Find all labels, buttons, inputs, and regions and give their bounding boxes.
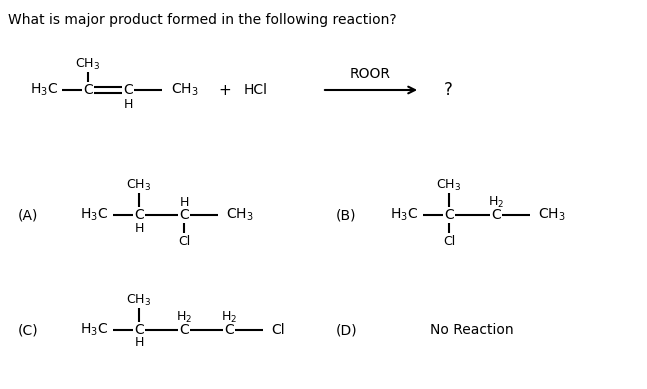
Text: H: H xyxy=(124,98,133,110)
Text: H: H xyxy=(135,336,144,349)
Text: C: C xyxy=(83,83,93,97)
Text: H: H xyxy=(179,196,189,209)
Text: C: C xyxy=(444,208,454,222)
Text: +: + xyxy=(219,82,232,98)
Text: H$_2$: H$_2$ xyxy=(221,310,237,324)
Text: C: C xyxy=(134,323,144,337)
Text: Cl: Cl xyxy=(178,235,190,247)
Text: (B): (B) xyxy=(336,208,356,222)
Text: HCl: HCl xyxy=(244,83,268,97)
Text: CH$_3$: CH$_3$ xyxy=(437,177,461,193)
Text: CH$_3$: CH$_3$ xyxy=(126,177,151,193)
Text: H: H xyxy=(135,221,144,235)
Text: H$_3$C: H$_3$C xyxy=(390,207,418,223)
Text: ROOR: ROOR xyxy=(349,67,391,81)
Text: C: C xyxy=(179,323,189,337)
Text: CH$_3$: CH$_3$ xyxy=(126,293,151,308)
Text: H$_2$: H$_2$ xyxy=(176,310,192,324)
Text: C: C xyxy=(123,83,133,97)
Text: CH$_3$: CH$_3$ xyxy=(538,207,566,223)
Text: What is major product formed in the following reaction?: What is major product formed in the foll… xyxy=(8,13,397,27)
Text: (D): (D) xyxy=(336,323,358,337)
Text: C: C xyxy=(224,323,234,337)
Text: H$_3$C: H$_3$C xyxy=(80,207,108,223)
Text: H$_2$: H$_2$ xyxy=(488,194,504,210)
Text: No Reaction: No Reaction xyxy=(430,323,514,337)
Text: CH$_3$: CH$_3$ xyxy=(226,207,254,223)
Text: H$_3$C: H$_3$C xyxy=(30,82,58,98)
Text: C: C xyxy=(491,208,501,222)
Text: (C): (C) xyxy=(18,323,39,337)
Text: Cl: Cl xyxy=(443,235,455,247)
Text: CH$_3$: CH$_3$ xyxy=(76,56,100,72)
Text: CH$_3$: CH$_3$ xyxy=(171,82,199,98)
Text: C: C xyxy=(134,208,144,222)
Text: (A): (A) xyxy=(18,208,38,222)
Text: C: C xyxy=(179,208,189,222)
Text: Cl: Cl xyxy=(271,323,285,337)
Text: ?: ? xyxy=(444,81,452,99)
Text: H$_3$C: H$_3$C xyxy=(80,322,108,338)
